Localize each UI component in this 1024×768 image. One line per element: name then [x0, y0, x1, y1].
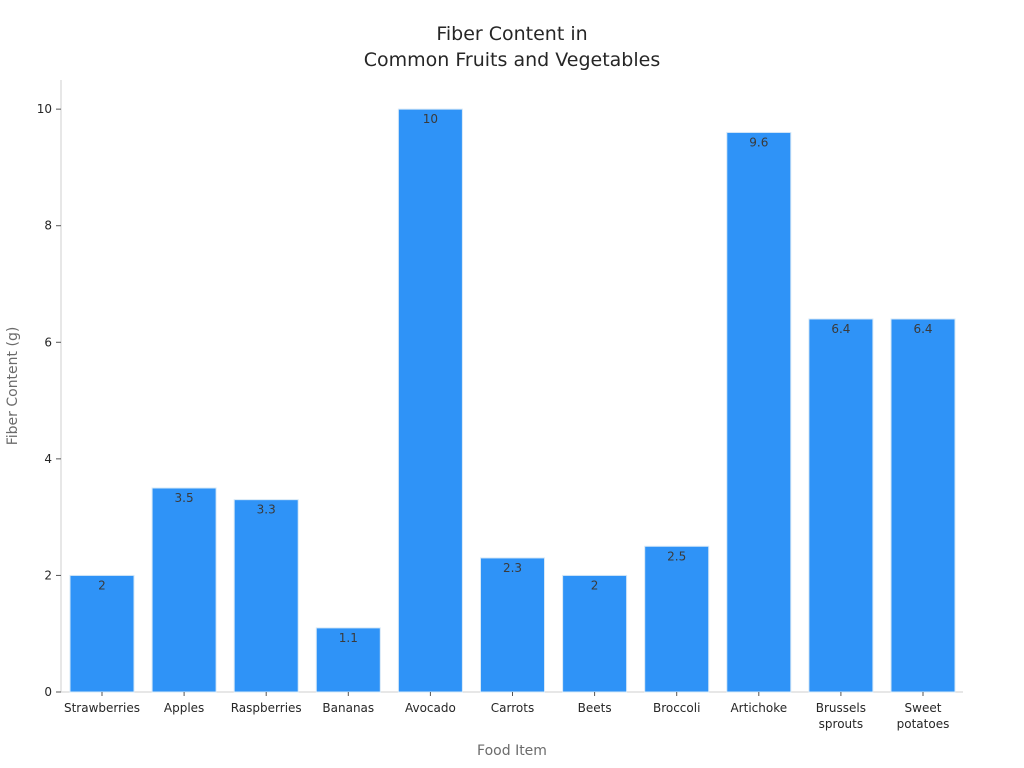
x-tick-label: Beets: [578, 701, 612, 715]
chart-title-line: Common Fruits and Vegetables: [364, 49, 660, 71]
bar-value-label: 2: [98, 578, 106, 592]
x-tick-labels: Strawberries Apples Raspberries Bananas Avoc…: [64, 692, 949, 731]
bar-value-label: 6.4: [913, 322, 932, 336]
x-tick-label: Apples: [164, 701, 204, 715]
bar: [397, 108, 463, 693]
bar-value-label: 3.5: [175, 491, 194, 505]
bar: [233, 499, 299, 693]
y-ticks: 0 2 4 6 8 10: [37, 102, 61, 699]
x-tick-label: Raspberries: [231, 701, 302, 715]
y-tick-label: 2: [44, 568, 52, 582]
y-axis-title: Fiber Content (g): [5, 327, 21, 446]
bar: [644, 545, 710, 693]
bar: [69, 574, 135, 693]
y-tick-label: 6: [44, 335, 52, 349]
y-tick-label: 0: [44, 685, 52, 699]
bar: [808, 318, 874, 693]
y-tick-label: 10: [37, 102, 52, 116]
x-tick-label: Bananas: [322, 701, 374, 715]
bars: [69, 108, 956, 693]
x-tick-label: Sweet potatoes: [897, 701, 950, 731]
bar: [562, 574, 628, 693]
bar-value-label: 1.1: [339, 631, 358, 645]
bar-value-label: 9.6: [749, 135, 768, 149]
bar-value-label: 10: [423, 112, 438, 126]
x-tick-label: Broccoli: [653, 701, 700, 715]
bar: [480, 557, 545, 693]
y-tick-label: 8: [44, 219, 52, 233]
x-tick-label: Artichoke: [730, 701, 787, 715]
y-tick-label: 4: [44, 452, 52, 466]
chart-title-line: Fiber Content in: [436, 23, 587, 45]
bar: [890, 318, 956, 693]
bar: [151, 487, 217, 693]
bar: [315, 627, 381, 693]
data-labels: 2 3.5 3.3 1.1 10 2.3 2 2.5 9.6 6.4 6.4: [98, 112, 932, 645]
bar-value-label: 2: [591, 578, 599, 592]
x-tick-label: Strawberries: [64, 701, 140, 715]
chart-title: Fiber Content in Common Fruits and Vegeta…: [364, 23, 660, 71]
bar: [726, 131, 792, 693]
x-tick-label: Carrots: [491, 701, 534, 715]
bar-value-label: 3.3: [257, 503, 276, 517]
x-axis-title: Food Item: [477, 743, 547, 759]
x-tick-label: Avocado: [405, 701, 456, 715]
bar-value-label: 2.5: [667, 549, 686, 563]
bar-value-label: 2.3: [503, 561, 522, 575]
x-tick-label: Brussels sprouts: [816, 701, 866, 731]
bar-value-label: 6.4: [831, 322, 850, 336]
